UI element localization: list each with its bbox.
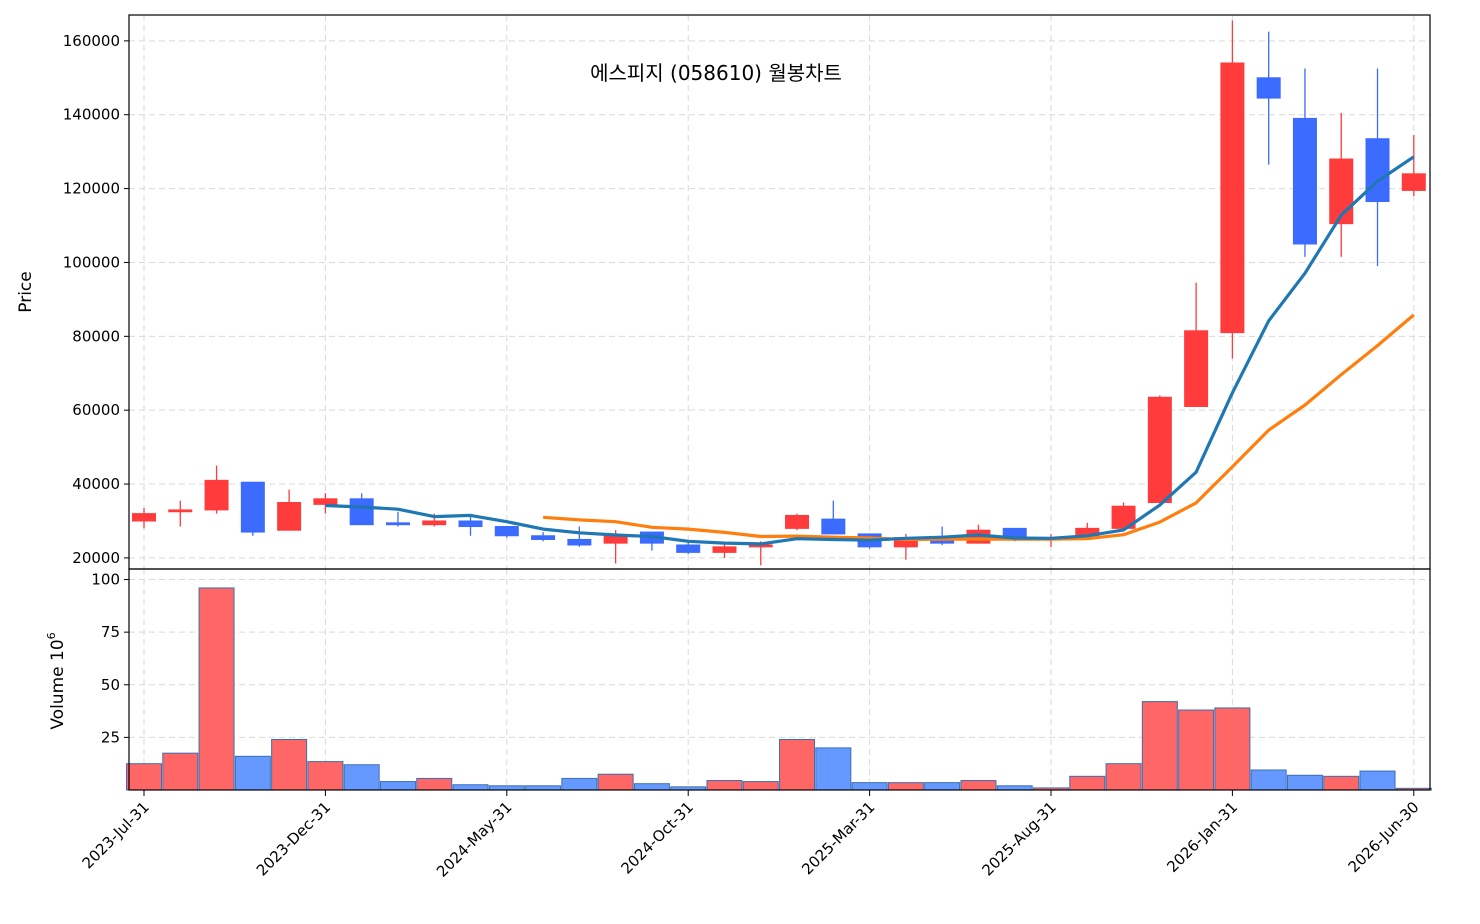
volume-axis-label: Volume 106 — [45, 632, 68, 729]
x-tick-label: 2026-Jan-31 — [1163, 798, 1241, 876]
price-axis-label: Price — [16, 271, 36, 312]
volume-bar — [960, 780, 997, 791]
volume-bar — [452, 784, 489, 791]
volume-bar — [924, 782, 961, 791]
volume-bar — [1214, 707, 1251, 791]
candle-body — [1256, 77, 1281, 99]
volume-bar — [633, 783, 670, 791]
price-tick-label: 20000 — [72, 549, 120, 567]
candle-body — [1147, 396, 1172, 504]
volume-bar — [742, 781, 779, 791]
candle-body — [494, 526, 519, 537]
ma-long-line — [542, 313, 1415, 542]
x-tick-label: 2025-Mar-31 — [798, 798, 878, 878]
volume-bar — [996, 785, 1033, 791]
x-tick-label: 2024-May-31 — [433, 798, 516, 881]
volume-bar — [416, 777, 453, 791]
volume-bar — [1069, 775, 1106, 791]
x-ticks: 2023-Jul-31 2023-Dec-31 2024-May-31 2024-Oc… — [79, 790, 1423, 881]
candle-body — [1401, 173, 1426, 191]
candle-body — [676, 544, 701, 553]
price-tick-label: 100000 — [63, 253, 120, 271]
volume-bar — [488, 785, 525, 791]
volume-bar — [1178, 709, 1215, 791]
candle-body — [1329, 158, 1354, 225]
volume-bar — [126, 763, 162, 791]
candle-body — [567, 538, 592, 546]
candle-body — [313, 498, 338, 505]
volume-bar — [1250, 769, 1287, 791]
volume-bar — [1105, 763, 1142, 791]
volume-bar — [1286, 774, 1323, 791]
candles — [132, 20, 1426, 566]
volume-bar — [706, 780, 743, 791]
volume-bar — [162, 752, 199, 791]
volume-bar — [1359, 770, 1396, 791]
ma-short-line — [325, 155, 1415, 546]
volume-tick-label: 50 — [101, 676, 120, 694]
candle-body — [277, 502, 302, 531]
candle-body — [240, 481, 265, 533]
volume-bar — [379, 781, 416, 791]
volume-bar — [198, 587, 235, 791]
volume-bar — [597, 773, 634, 791]
x-tick-label: 2024-Oct-31 — [618, 798, 698, 878]
moving-average-lines — [325, 155, 1415, 546]
volume-y-ticks: 25 50 75 100 — [91, 571, 129, 746]
candle-body — [385, 522, 410, 526]
price-tick-label: 140000 — [63, 106, 120, 124]
candle-body — [1365, 138, 1390, 203]
volume-bar — [561, 777, 598, 791]
volume-axis-exponent-base: 10 — [48, 639, 68, 661]
volume-bar — [234, 755, 271, 791]
volume-bar — [307, 761, 344, 791]
candle-body — [712, 546, 737, 553]
price-tick-label: 120000 — [63, 180, 120, 198]
candle-body — [821, 518, 846, 535]
volume-axis-label-text: Volume — [48, 666, 68, 729]
candle-body — [204, 479, 229, 511]
volume-bar — [887, 782, 924, 791]
volume-bars — [126, 587, 1432, 791]
candle-body — [458, 520, 483, 528]
volume-bar — [815, 747, 852, 791]
price-tick-label: 160000 — [63, 32, 120, 50]
volume-panel-frame — [128, 568, 1431, 791]
candle-body — [1292, 117, 1317, 245]
chart-title: 에스피지 (058610) 월봉차트 — [590, 61, 842, 85]
candle-body — [422, 520, 447, 526]
price-tick-label: 40000 — [72, 475, 120, 493]
volume-tick-label: 100 — [91, 571, 120, 589]
volume-bar — [525, 785, 562, 791]
x-tick-label: 2023-Jul-31 — [79, 798, 153, 872]
price-tick-label: 60000 — [72, 401, 120, 419]
volume-bar — [1323, 775, 1360, 791]
candle-body — [1184, 330, 1209, 407]
volume-axis-exponent: 6 — [45, 632, 58, 639]
candle-body — [1220, 62, 1245, 334]
volume-tick-label: 25 — [101, 728, 120, 746]
price-tick-label: 80000 — [72, 327, 120, 345]
candle-body — [785, 514, 810, 529]
volume-bar — [779, 738, 816, 791]
candle-body — [531, 535, 556, 540]
volume-bar — [1141, 701, 1178, 791]
candle-body — [168, 509, 193, 513]
volume-bar — [343, 764, 380, 791]
candle-body — [132, 513, 156, 522]
price-y-ticks: 20000 40000 60000 80000 100000 120000 140000 16… — [63, 32, 129, 567]
candle-body — [349, 498, 374, 526]
volume-bar — [851, 782, 888, 791]
volume-tick-label: 75 — [101, 623, 120, 641]
x-tick-label: 2023-Dec-31 — [253, 798, 334, 879]
x-tick-label: 2025-Aug-31 — [978, 798, 1059, 879]
x-tick-label: 2026-Jun-30 — [1345, 798, 1423, 876]
volume-bar — [271, 738, 308, 791]
